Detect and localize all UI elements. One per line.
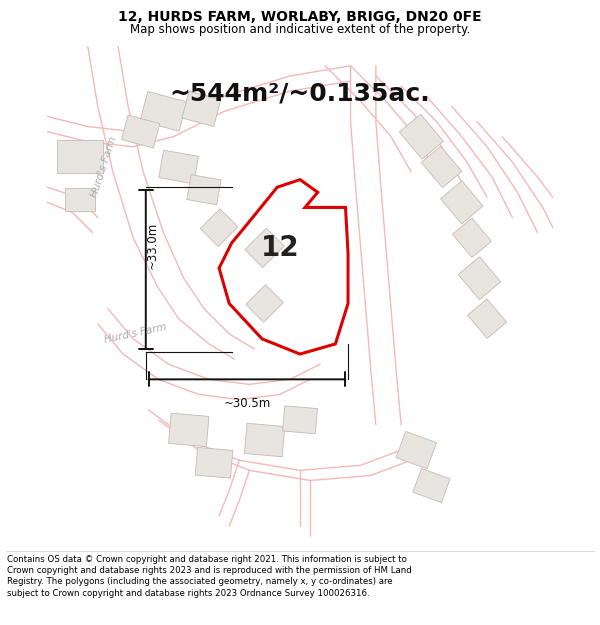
Polygon shape <box>396 431 436 469</box>
Text: Contains OS data © Crown copyright and database right 2021. This information is : Contains OS data © Crown copyright and d… <box>7 554 412 598</box>
Polygon shape <box>140 91 187 131</box>
Text: 12: 12 <box>261 234 299 262</box>
Polygon shape <box>467 299 506 338</box>
Polygon shape <box>182 91 221 126</box>
Polygon shape <box>57 141 103 173</box>
Polygon shape <box>246 285 283 322</box>
Text: Hurd's Farm: Hurd's Farm <box>104 322 168 346</box>
Polygon shape <box>245 228 284 268</box>
Text: ~33.0m: ~33.0m <box>145 222 158 269</box>
Polygon shape <box>187 174 221 205</box>
Polygon shape <box>244 423 285 457</box>
Polygon shape <box>169 413 209 447</box>
Polygon shape <box>200 209 238 246</box>
Text: ~30.5m: ~30.5m <box>223 397 271 410</box>
Polygon shape <box>413 469 450 502</box>
Polygon shape <box>122 115 160 148</box>
Text: Hurd's Farm: Hurd's Farm <box>89 135 118 199</box>
Polygon shape <box>195 448 233 478</box>
Polygon shape <box>452 218 491 258</box>
Text: Map shows position and indicative extent of the property.: Map shows position and indicative extent… <box>130 22 470 36</box>
Polygon shape <box>458 257 501 300</box>
Polygon shape <box>400 114 443 159</box>
Polygon shape <box>65 189 95 211</box>
Polygon shape <box>283 406 317 434</box>
Polygon shape <box>159 150 199 184</box>
Text: ~544m²/~0.135ac.: ~544m²/~0.135ac. <box>170 81 430 105</box>
Polygon shape <box>440 181 483 224</box>
Polygon shape <box>421 146 462 188</box>
Text: 12, HURDS FARM, WORLABY, BRIGG, DN20 0FE: 12, HURDS FARM, WORLABY, BRIGG, DN20 0FE <box>118 10 482 24</box>
